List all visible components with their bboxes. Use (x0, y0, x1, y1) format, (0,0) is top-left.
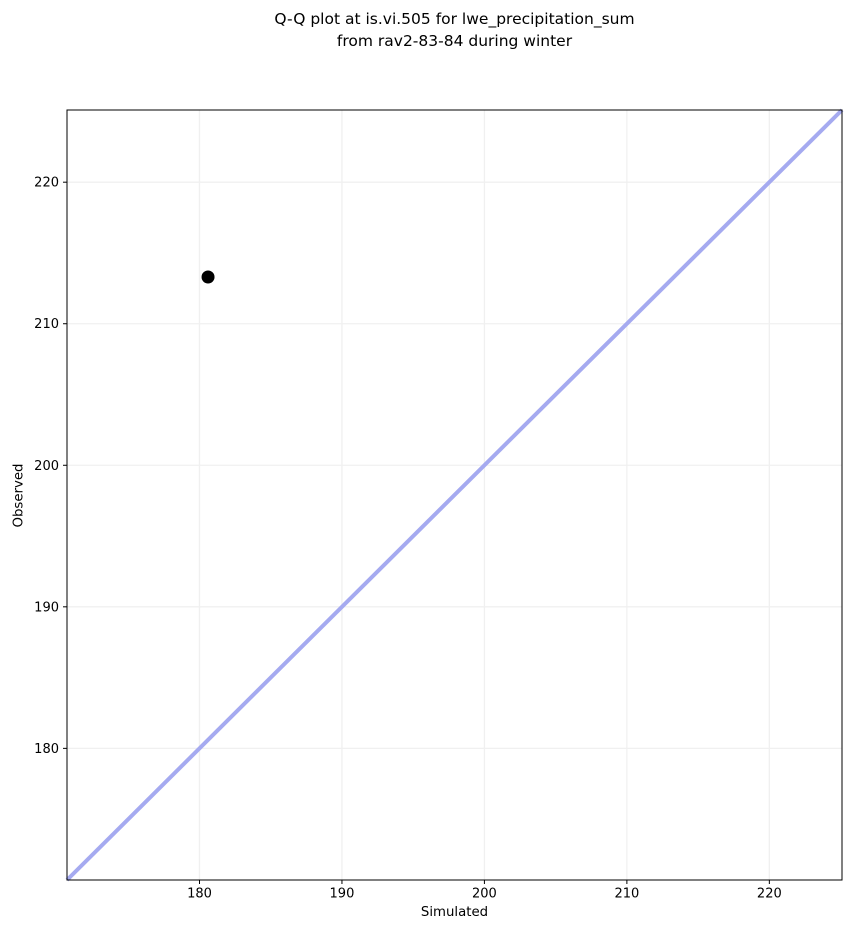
y-axis-label: Observed (11, 463, 27, 527)
y-tick-label: 210 (34, 317, 59, 332)
y-tick-label: 190 (34, 600, 59, 615)
y-tick-label: 200 (34, 459, 59, 474)
chart-title-line1: Q-Q plot at is.vi.505 for lwe_precipitat… (274, 10, 635, 28)
y-tick-label: 180 (34, 742, 59, 757)
x-tick-label: 180 (187, 887, 212, 902)
x-tick-label: 190 (330, 887, 355, 902)
y-axis-label-wrap: Observed (0, 110, 38, 880)
y-tick-label: 220 (34, 176, 59, 191)
x-tick-label: 220 (757, 887, 782, 902)
x-tick-label: 200 (472, 887, 497, 902)
identity-line (65, 108, 844, 882)
chart-title-line2: from rav2-83-84 during winter (336, 31, 573, 50)
chart-title: Q-Q plot at is.vi.505 for lwe_precipitat… (67, 9, 842, 52)
plot-border (66, 109, 843, 881)
x-tick-label: 210 (614, 887, 639, 902)
data-point (201, 270, 215, 284)
x-axis-label: Simulated (420, 905, 489, 920)
